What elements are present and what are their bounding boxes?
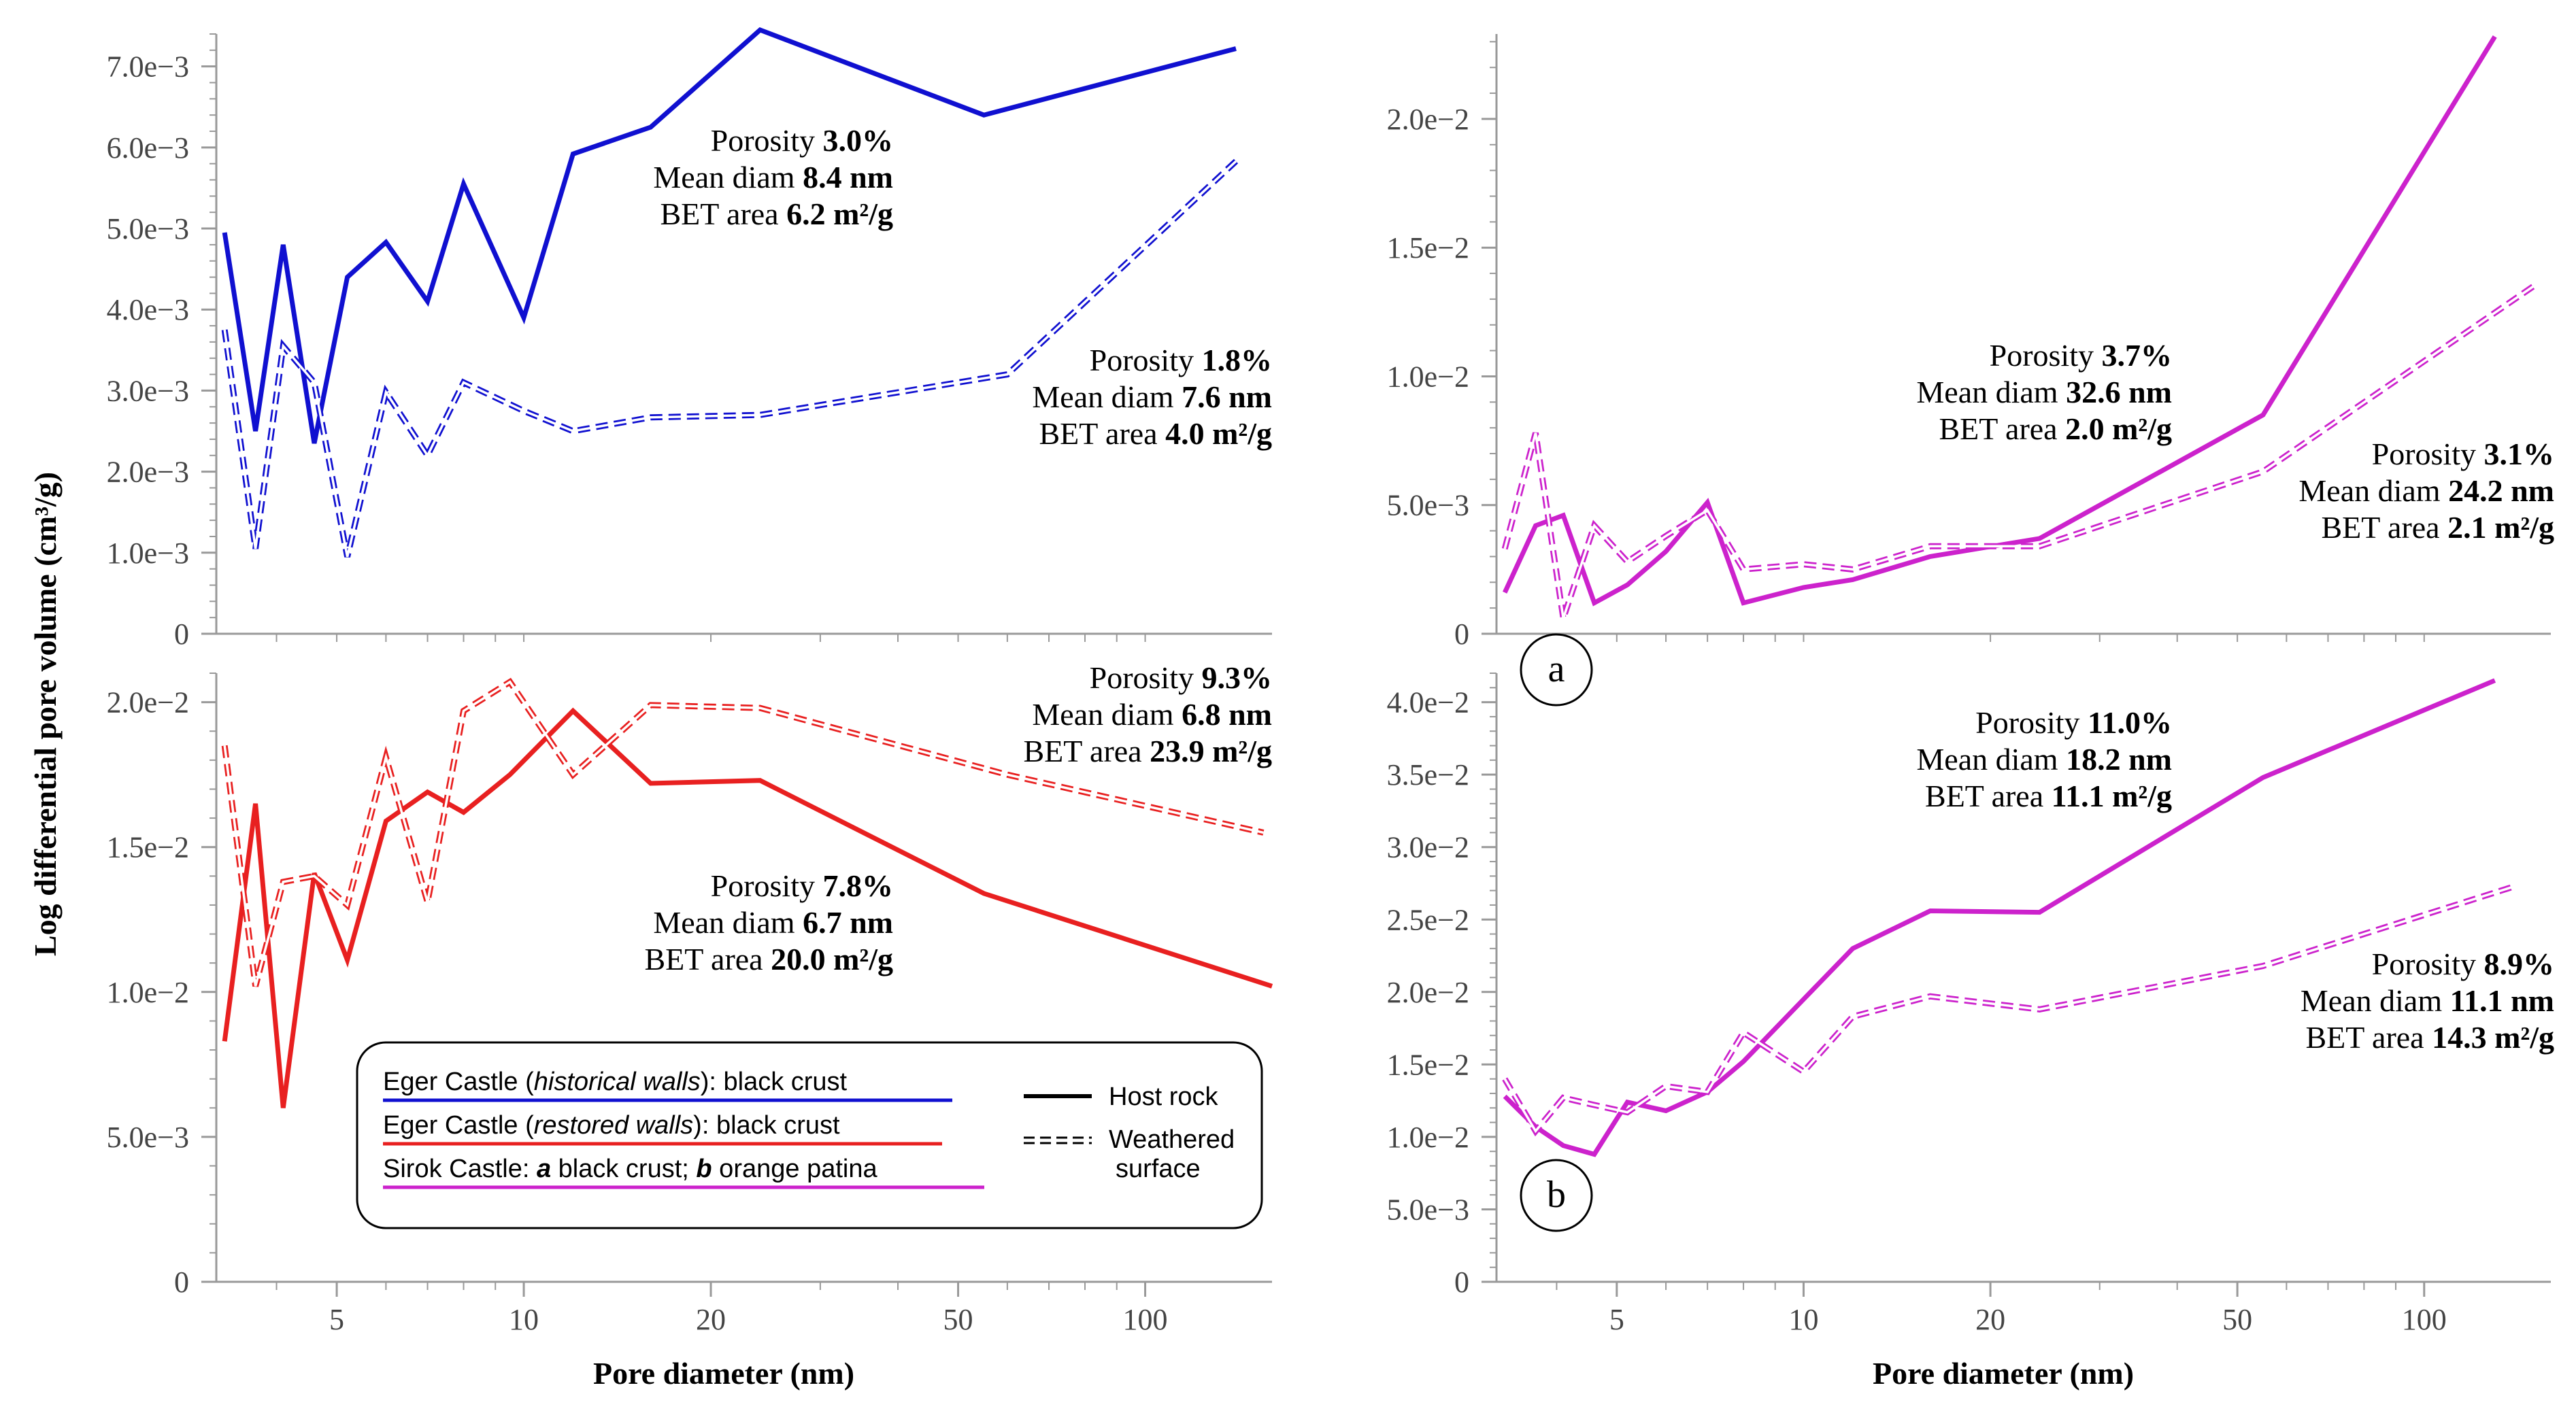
panel-eger-historical: 0 1.0e−3 2.0e−3 3.0e−3 4.0e−3 5.0e−3 6.0e−3 7.0… bbox=[107, 27, 1272, 651]
annotation-line: BET area 11.1 m²/g bbox=[1925, 779, 2172, 813]
annotation-line: BET area 14.3 m²/g bbox=[2305, 1020, 2554, 1055]
y-tick-label: 4.0e−2 bbox=[1387, 686, 1469, 719]
panel-label-a: a bbox=[1520, 633, 1593, 707]
annotation-line: BET area 20.0 m²/g bbox=[644, 942, 893, 976]
y-tick-label: 0 bbox=[1454, 1265, 1469, 1299]
y-tick-label: 5.0e−3 bbox=[107, 1121, 189, 1154]
legend-label-weathered: Weathered bbox=[1109, 1125, 1235, 1154]
y-tick-label: 0 bbox=[1454, 617, 1469, 651]
y-tick-label: 2.0e−2 bbox=[1387, 976, 1469, 1009]
series-line-weathered-gap bbox=[223, 680, 1264, 987]
annotation-line: BET area 2.1 m²/g bbox=[2321, 510, 2554, 545]
y-tick-label: 1.0e−2 bbox=[107, 976, 189, 1009]
y-tick-label: 1.5e−2 bbox=[107, 831, 189, 864]
legend-entry-sirok: Sirok Castle: a black crust; b orange pa… bbox=[383, 1155, 877, 1183]
y-tick-label: 7.0e−3 bbox=[107, 50, 189, 84]
x-tick-label: 10 bbox=[509, 1303, 539, 1336]
y-tick-label: 1.0e−2 bbox=[1387, 360, 1469, 393]
legend-entry-restored: Eger Castle (restored walls): black crus… bbox=[383, 1111, 840, 1140]
annotation-line: Mean diam 11.1 nm bbox=[2301, 983, 2554, 1018]
y-axis-title: Log differential pore volume (cm³/g) bbox=[28, 472, 63, 956]
x-tick-label: 10 bbox=[1788, 1303, 1818, 1336]
x-tick-label: 100 bbox=[2402, 1303, 2447, 1336]
x-tick-label: 20 bbox=[696, 1303, 726, 1336]
panel-label-a-circle bbox=[1520, 633, 1593, 707]
annotation-line: Mean diam 24.2 nm bbox=[2298, 473, 2554, 508]
annotation-line: Mean diam 6.8 nm bbox=[1032, 697, 1272, 732]
annotation-line: Porosity 7.8% bbox=[711, 868, 893, 903]
x-tick-label: 100 bbox=[1123, 1303, 1168, 1336]
y-tick-label: 2.0e−3 bbox=[107, 456, 189, 489]
annotation-line: Porosity 3.1% bbox=[2372, 437, 2554, 471]
legend-entry-historical: Eger Castle (historical walls): black cr… bbox=[383, 1068, 848, 1096]
y-tick-label: 0 bbox=[174, 1265, 189, 1299]
x-tick-label: 50 bbox=[2222, 1303, 2252, 1336]
legend-label-surface: surface bbox=[1116, 1155, 1201, 1183]
series-line-host-rock bbox=[222, 27, 1237, 444]
annotation-line: Porosity 11.0% bbox=[1975, 705, 2172, 740]
annotation-line: Porosity 9.3% bbox=[1090, 660, 1272, 695]
y-tick-label: 1.0e−3 bbox=[107, 537, 189, 570]
y-tick-label: 1.5e−2 bbox=[1387, 1048, 1469, 1081]
panel-label-b-circle bbox=[1520, 1159, 1593, 1232]
annotation-line: Porosity 3.0% bbox=[711, 123, 893, 158]
x-tick-label: 50 bbox=[943, 1303, 973, 1336]
legend-label-host-rock: Host rock bbox=[1109, 1083, 1218, 1111]
y-tick-label: 2.0e−2 bbox=[107, 686, 189, 719]
y-tick-label: 3.5e−2 bbox=[1387, 758, 1469, 792]
annotation-line: Porosity 8.9% bbox=[2372, 947, 2554, 981]
y-tick-label: 1.0e−2 bbox=[1387, 1121, 1469, 1154]
x-tick-label: 20 bbox=[1975, 1303, 2005, 1336]
series-line-host-rock bbox=[1503, 678, 2496, 1157]
annotation-line: Porosity 3.7% bbox=[1990, 338, 2172, 373]
y-tick-label: 3.0e−3 bbox=[107, 374, 189, 407]
panel-label-b: b bbox=[1520, 1159, 1593, 1232]
y-tick-label: 4.0e−3 bbox=[107, 293, 189, 326]
y-tick-label: 2.5e−2 bbox=[1387, 903, 1469, 936]
annotation-line: BET area 4.0 m²/g bbox=[1039, 416, 1272, 451]
x-axis-title: Pore diameter (nm) bbox=[593, 1356, 854, 1391]
series-line-weathered-gap bbox=[1503, 885, 2515, 1134]
panel-label-b-text: b bbox=[1547, 1174, 1566, 1216]
y-tick-label: 5.0e−3 bbox=[107, 212, 189, 245]
panel-sirok-b: 0 5.0e−3 1.0e−2 1.5e−2 2.0e−2 2.5e−2 3.0e−2 3.5… bbox=[1387, 673, 2554, 1391]
annotation-line: BET area 6.2 m²/g bbox=[660, 197, 893, 231]
annotation-line: BET area 23.9 m²/g bbox=[1023, 734, 1272, 768]
series-line-weathered-gap bbox=[223, 160, 1237, 558]
annotation-line: Mean diam 18.2 nm bbox=[1916, 742, 2172, 777]
y-tick-label: 3.0e−2 bbox=[1387, 831, 1469, 864]
y-tick-label: 0 bbox=[174, 617, 189, 651]
annotation-line: BET area 2.0 m²/g bbox=[1939, 411, 2172, 446]
annotation-line: Mean diam 6.7 nm bbox=[653, 905, 893, 940]
x-axis-title: Pore diameter (nm) bbox=[1873, 1356, 2134, 1391]
legend-box bbox=[356, 1041, 1263, 1229]
legend: Eger Castle (historical walls): black cr… bbox=[356, 1041, 1263, 1229]
x-tick-label: 5 bbox=[1609, 1303, 1624, 1336]
panel-label-a-text: a bbox=[1548, 648, 1565, 690]
annotation-line: Mean diam 7.6 nm bbox=[1032, 379, 1272, 414]
annotation-line: Mean diam 8.4 nm bbox=[653, 160, 893, 194]
series-line-weathered-gap bbox=[1503, 285, 2535, 619]
y-tick-label: 5.0e−3 bbox=[1387, 489, 1469, 522]
y-tick-label: 6.0e−3 bbox=[107, 131, 189, 165]
x-tick-label: 5 bbox=[329, 1303, 344, 1336]
annotation-line: Porosity 1.8% bbox=[1090, 343, 1272, 377]
series-line-host-rock bbox=[1503, 35, 2497, 607]
y-tick-label: 5.0e−3 bbox=[1387, 1193, 1469, 1226]
panel-eger-restored: 0 5.0e−3 1.0e−2 1.5e−2 2.0e−2 5 10 20 50 100 Pore … bbox=[107, 660, 1273, 1391]
y-tick-label: 1.5e−2 bbox=[1387, 231, 1469, 265]
y-tick-label: 2.0e−2 bbox=[1387, 103, 1469, 136]
annotation-line: Mean diam 32.6 nm bbox=[1916, 375, 2172, 409]
